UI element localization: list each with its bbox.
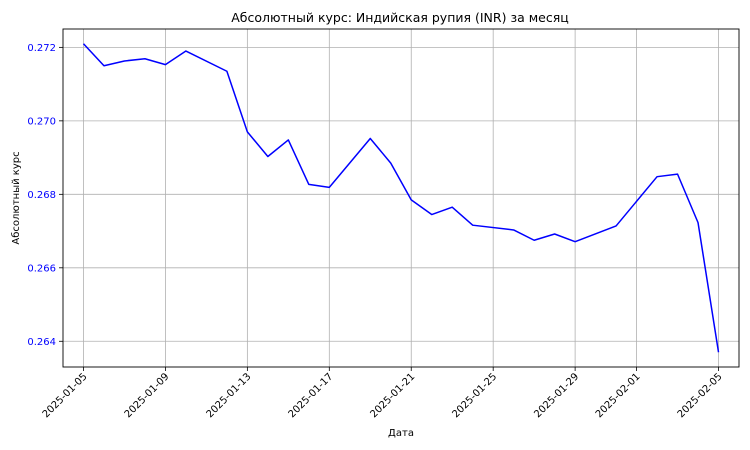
plot-frame (62, 28, 740, 368)
series-layer (82, 43, 720, 353)
y-tick-label: 0.266 (27, 263, 56, 274)
chart-title: Абсолютный курс: Индийская рупия (INR) з… (231, 10, 569, 25)
x-tick-label: 2025-01-29 (532, 371, 581, 420)
x-tick-label: 2025-01-21 (368, 371, 417, 420)
x-tick-label: 2025-01-25 (450, 371, 499, 420)
x-tick-label: 2025-02-01 (594, 371, 643, 420)
grid (63, 29, 739, 367)
y-axis-ticks: 0.264 0.266 0.268 0.270 0.272 (27, 43, 63, 348)
y-tick-label: 0.270 (27, 116, 56, 127)
y-axis-label: Абсолютный курс (11, 151, 22, 244)
x-axis-ticks: 2025-01-05 2025-01-09 2025-01-13 2025-01-17… (41, 367, 725, 420)
x-tick-label: 2025-02-05 (676, 371, 725, 420)
x-tick-label: 2025-01-13 (205, 371, 254, 420)
x-tick-label: 2025-01-17 (287, 371, 336, 420)
x-tick-label: 2025-01-09 (123, 371, 172, 420)
y-tick-label: 0.264 (27, 337, 56, 348)
x-axis-label: Дата (388, 428, 414, 439)
x-tick-label: 2025-01-05 (41, 371, 90, 420)
y-tick-label: 0.268 (27, 190, 56, 201)
series-line (82, 43, 720, 353)
y-tick-label: 0.272 (27, 43, 56, 54)
